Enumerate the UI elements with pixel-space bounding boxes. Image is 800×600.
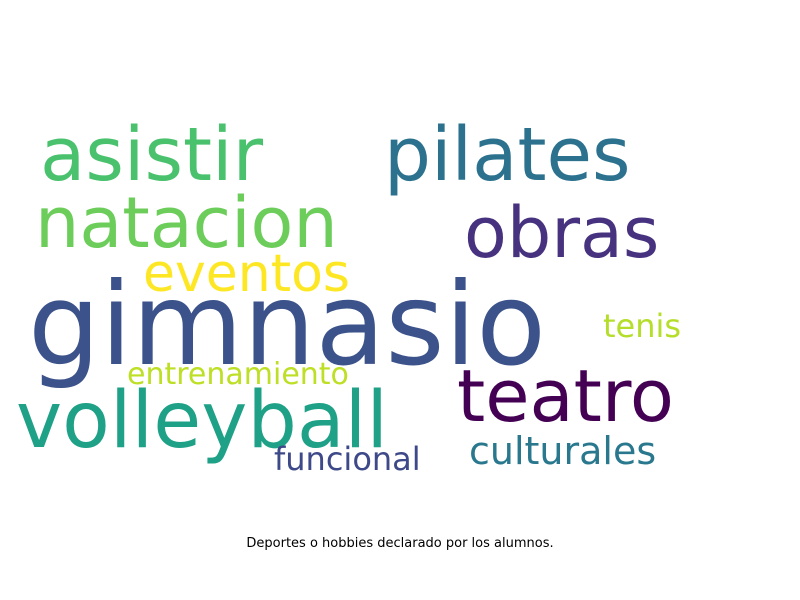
word-entrenamiento: entrenamiento bbox=[127, 357, 349, 392]
word-volleyball: volleyball bbox=[16, 376, 389, 466]
word-asistir: asistir bbox=[40, 112, 264, 198]
word-gimnasio: gimnasio bbox=[28, 258, 547, 391]
word-pilates: pilates bbox=[384, 112, 631, 198]
caption: Deportes o hobbies declarado por los alu… bbox=[246, 536, 554, 551]
word-culturales: culturales bbox=[469, 429, 657, 473]
word-funcional: funcional bbox=[274, 440, 421, 478]
word-obras: obras bbox=[464, 192, 660, 274]
word-teatro: teatro bbox=[457, 354, 674, 438]
word-tenis: tenis bbox=[603, 307, 682, 345]
word-eventos: eventos bbox=[143, 244, 351, 304]
word-natacion: natacion bbox=[35, 182, 338, 264]
